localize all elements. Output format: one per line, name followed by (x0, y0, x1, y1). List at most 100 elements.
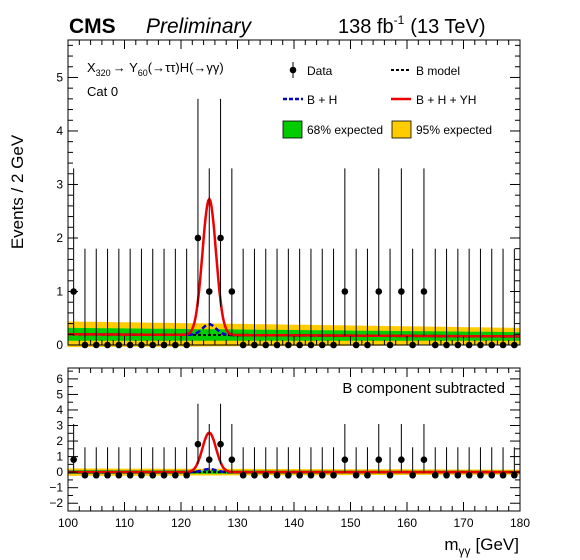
main-curves (67, 196, 521, 338)
data-point (307, 447, 315, 479)
legend-entry-data: Data (289, 62, 333, 78)
data-marker (205, 288, 213, 295)
data-point (409, 447, 416, 479)
data-point (431, 447, 439, 479)
y-tick-label: 5 (56, 387, 63, 401)
y-tick-label: 3 (56, 419, 63, 433)
data-point (330, 447, 337, 479)
data-marker (398, 456, 405, 464)
y-tick-label: 1 (56, 284, 63, 298)
data-point (81, 447, 89, 479)
y-tick-label: 0 (56, 465, 63, 479)
data-marker (92, 471, 100, 479)
data-marker (386, 471, 394, 479)
data-point (228, 423, 236, 473)
data-marker (104, 471, 111, 479)
data-point (251, 447, 258, 479)
data-point (420, 423, 428, 473)
main-frame (67, 39, 521, 346)
ratio-axes: 100 110 120 130 140 150 160 170 180 −2−1 01 23 4 56 (49, 368, 530, 530)
y-axis-title: Events / 2 GeV (8, 134, 27, 249)
data-point (138, 447, 145, 479)
x-tick-label: 130 (227, 516, 247, 530)
data-point (126, 447, 134, 479)
data-marker (398, 288, 405, 295)
data-marker (318, 471, 326, 479)
data-point (352, 447, 360, 479)
data-marker (172, 471, 179, 479)
data-marker (499, 471, 507, 479)
y-tick-label: 4 (56, 403, 63, 417)
x-tick-label: 140 (284, 516, 304, 530)
data-point (285, 447, 292, 479)
data-point (149, 447, 157, 479)
data-marker (341, 456, 349, 464)
data-point (477, 447, 484, 479)
data-point (205, 168, 213, 336)
data-point (273, 447, 281, 479)
data-marker (217, 234, 224, 242)
experiment-label: CMS (69, 15, 116, 38)
data-marker (70, 456, 77, 464)
data-marker (375, 288, 383, 295)
process-sub2: 60 (138, 68, 148, 78)
data-marker (285, 471, 292, 479)
data-marker (81, 471, 89, 479)
x-axis-title: mγγ [GeV] (444, 535, 519, 558)
data-point (70, 168, 77, 336)
lumi-exponent: -1 (394, 13, 405, 27)
data-point (239, 447, 247, 479)
data-point (194, 403, 202, 465)
data-marker (251, 471, 258, 479)
data-point (488, 447, 496, 479)
legend-entry-band95: 95% expected (391, 120, 492, 139)
process-arrow: → Y (113, 60, 138, 75)
x-tick-label: 160 (397, 516, 417, 530)
data-marker (194, 234, 202, 242)
legend: Data B model B + H B + H + YH 68% expect… (282, 62, 492, 139)
x-axis-title-sub: γγ (459, 544, 471, 558)
process-x: X (87, 60, 96, 75)
y-tick-label: 0 (56, 338, 63, 352)
data-point (499, 447, 507, 479)
x-tick-label: 150 (340, 516, 360, 530)
y-tick-label: 5 (56, 70, 63, 84)
data-point (364, 447, 371, 479)
data-point (115, 447, 123, 479)
ratio-points (70, 403, 518, 479)
data-marker (228, 288, 236, 295)
data-marker (205, 456, 213, 464)
data-marker (477, 471, 484, 479)
data-point (183, 447, 190, 479)
legend-data-marker (289, 66, 297, 74)
x-axis-title-unit: [GeV] (476, 535, 519, 554)
data-point (420, 168, 428, 336)
legend-band95-swatch (391, 120, 412, 139)
data-marker (126, 471, 134, 479)
data-point (511, 447, 518, 479)
x-tick-label: 110 (115, 516, 134, 530)
data-marker (431, 471, 439, 479)
data-point (217, 403, 224, 465)
process-label: X320 → Y60(→ττ)H(→γγ) (87, 60, 224, 78)
data-marker (352, 471, 360, 479)
legend-entry-b-model: B model (391, 64, 460, 78)
legend-band95-label: 95% expected (416, 123, 492, 137)
lumi-label: 138 fb-1 (13 TeV) (338, 13, 486, 38)
data-point (296, 447, 303, 479)
data-marker (330, 471, 337, 479)
data-point (228, 168, 236, 336)
data-point (262, 447, 270, 479)
data-marker (239, 471, 247, 479)
data-marker (341, 288, 349, 295)
signal-curve (68, 196, 520, 338)
data-point (341, 168, 349, 336)
data-marker (465, 471, 473, 479)
data-marker (262, 471, 270, 479)
data-point (398, 168, 405, 336)
data-point (375, 423, 383, 473)
data-point (443, 447, 450, 479)
data-marker (375, 456, 383, 464)
subtracted-label: B component subtracted (342, 380, 505, 397)
